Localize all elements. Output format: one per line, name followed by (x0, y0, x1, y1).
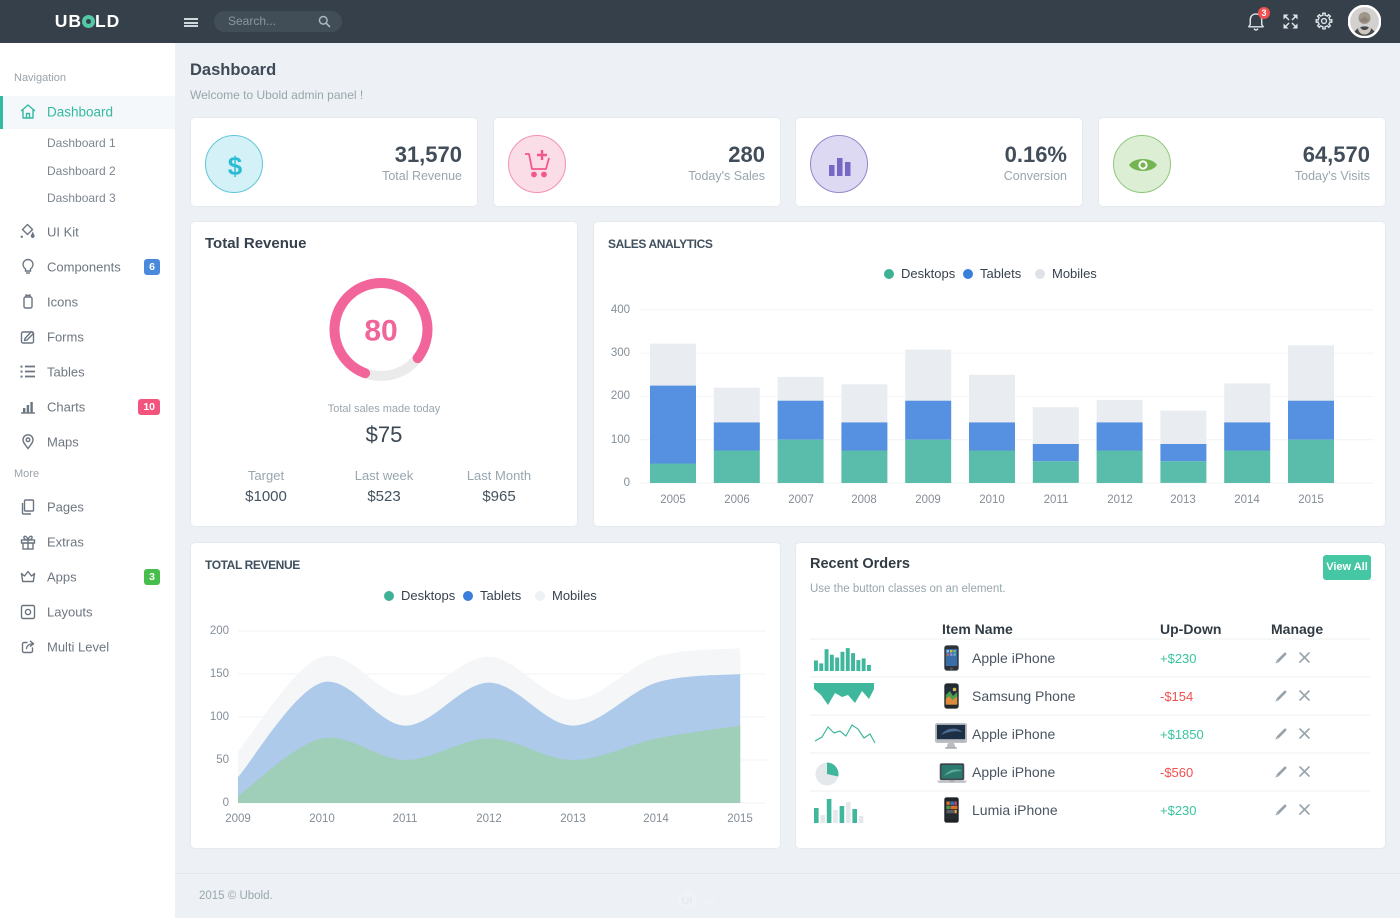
svg-text:UI: UI (682, 896, 693, 908)
svg-text:80: 80 (364, 315, 397, 348)
svg-text:$: $ (228, 151, 243, 181)
svg-text:·cn: ·cn (702, 897, 717, 908)
